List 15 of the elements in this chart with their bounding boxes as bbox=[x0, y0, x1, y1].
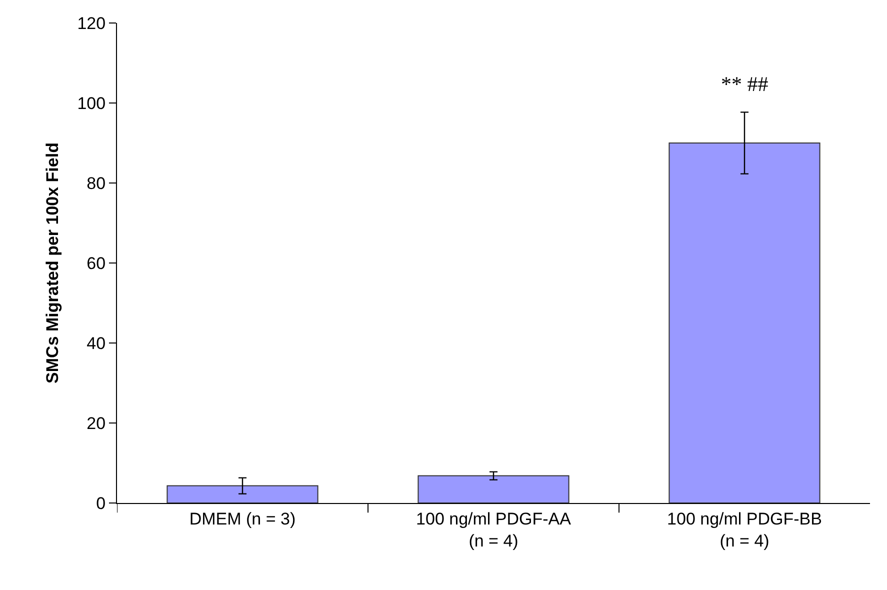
y-tick-label: 80 bbox=[86, 174, 106, 193]
x-tick-label: DMEM (n = 3) bbox=[189, 509, 296, 528]
annotation: ** ## bbox=[721, 72, 769, 96]
y-tick-label: 40 bbox=[86, 334, 106, 353]
bar bbox=[668, 142, 820, 503]
y-tick-label: 60 bbox=[86, 254, 106, 273]
bar bbox=[166, 485, 318, 503]
bar bbox=[418, 475, 570, 503]
y-tick-label: 120 bbox=[77, 14, 106, 33]
y-axis-title: SMCs Migrated per 100x Field bbox=[42, 142, 62, 384]
y-tick-label: 20 bbox=[86, 414, 106, 433]
x-tick-label: 100 ng/ml PDGF-BB (n = 4) bbox=[667, 509, 822, 550]
y-tick-label: 0 bbox=[96, 494, 106, 513]
y-tick-label: 100 bbox=[77, 94, 106, 113]
x-tick-label: 100 ng/ml PDGF-AA (n = 4) bbox=[416, 509, 572, 550]
